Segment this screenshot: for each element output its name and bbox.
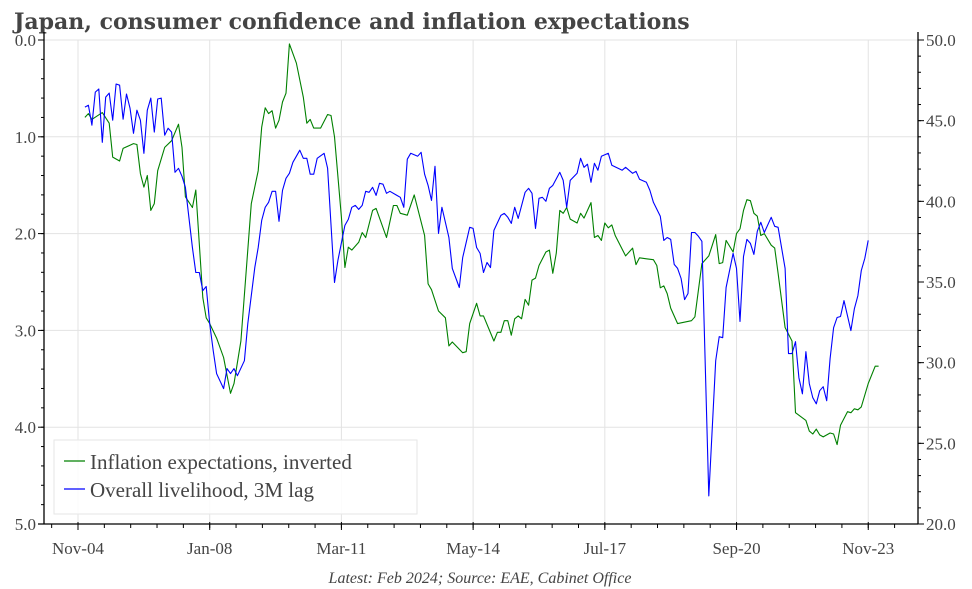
axes: 0.0 1.0 2.0 3.0 4.0 5.0 50.0 45.0 40.0 35.0 30.0 25… [15,31,956,558]
chart-title: Japan, consumer confidence and inflation… [12,9,690,35]
legend-label-livelihood: Overall livelihood, 3M lag [90,478,314,502]
left-tick-label: 4.0 [15,418,36,437]
left-tick-label: 0.0 [15,31,36,50]
left-tick-label: 5.0 [15,515,36,534]
legend: Inflation expectations, inverted Overall… [53,439,418,515]
right-tick-label: 40.0 [926,192,956,211]
series-line-overall-livelihood [84,83,869,497]
x-tick-label: Sep-20 [712,539,760,558]
right-tick-label: 45.0 [926,112,956,131]
legend-box [53,439,418,515]
left-tick-label: 1.0 [15,128,36,147]
right-tick-label: 20.0 [926,515,956,534]
x-tick-label: Jul-17 [584,539,627,558]
x-tick-label: Mar-11 [316,539,366,558]
left-tick-label: 2.0 [15,225,36,244]
series-line-inflation-expectations [84,43,879,446]
right-tick-label: 50.0 [926,31,956,50]
legend-label-inflation: Inflation expectations, inverted [90,450,352,474]
right-tick-label: 35.0 [926,273,956,292]
x-tick-label: Jan-08 [187,539,232,558]
x-tick-label: May-14 [446,539,500,558]
source-note: Latest: Feb 2024; Source: EAE, Cabinet O… [328,570,632,587]
series-lines [84,43,879,497]
x-tick-label: Nov-23 [842,539,894,558]
x-tick-label: Nov-04 [52,539,104,558]
right-tick-label: 25.0 [926,434,956,453]
left-tick-label: 3.0 [15,321,36,340]
right-tick-label: 30.0 [926,354,956,373]
